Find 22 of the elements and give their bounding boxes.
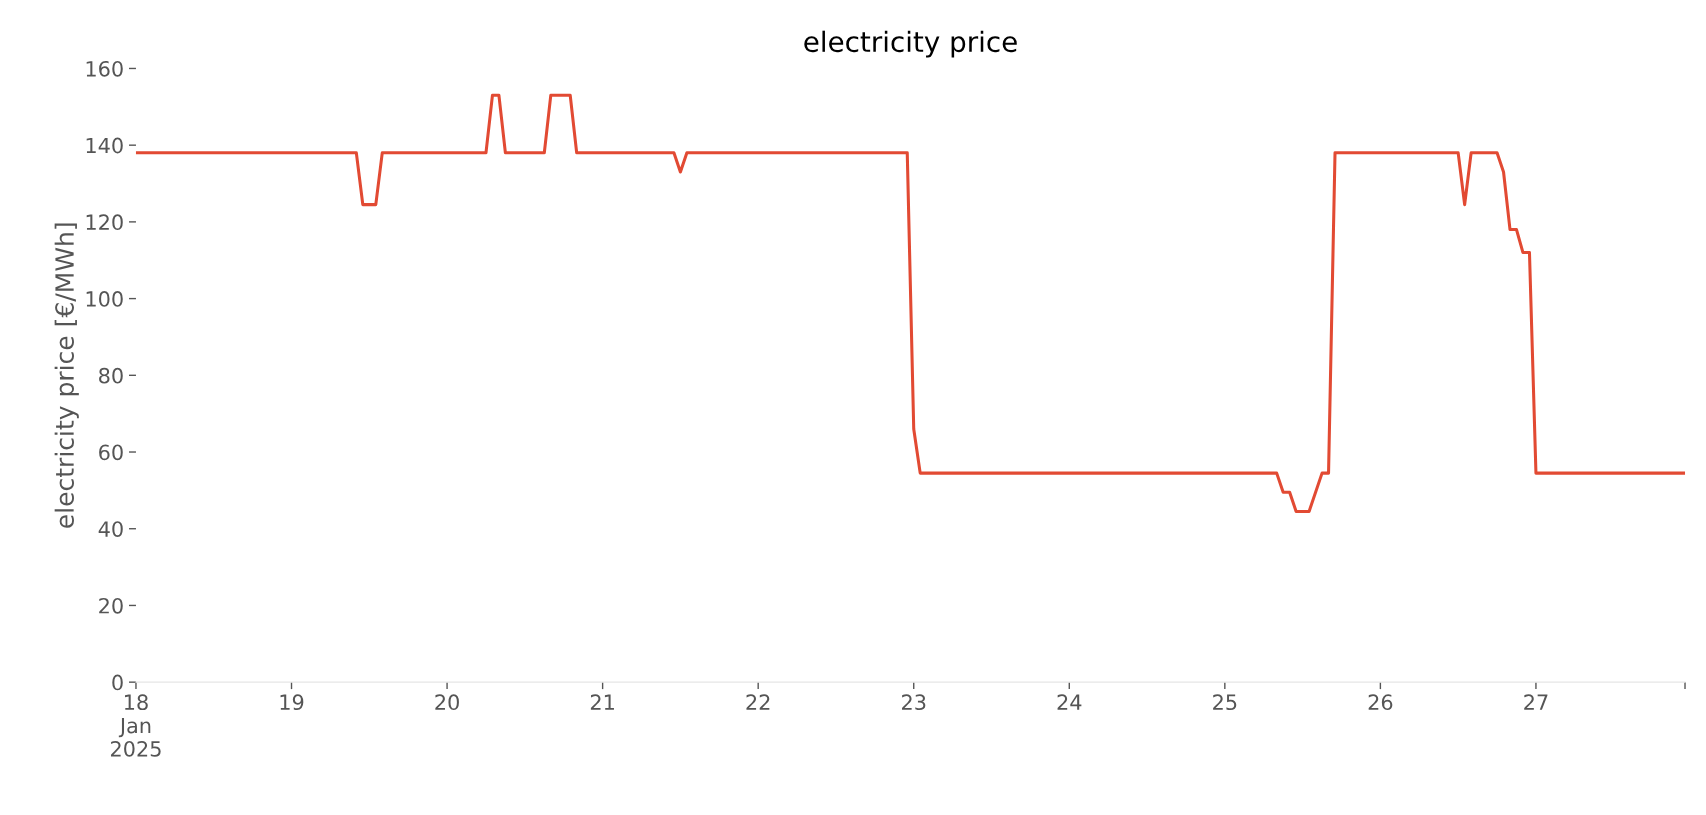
y-tick-label: 60 bbox=[99, 444, 123, 461]
y-tick-label: 80 bbox=[99, 367, 123, 384]
y-tick-label: 160 bbox=[86, 60, 123, 77]
x-tick-label: 27 bbox=[1524, 694, 1548, 710]
y-tick-label: 140 bbox=[86, 137, 123, 154]
x-tick-label: 26 bbox=[1368, 694, 1393, 711]
y-tick-label: 40 bbox=[98, 521, 123, 537]
line-series bbox=[135, 93, 1686, 513]
x-tick-label: 19 bbox=[280, 694, 304, 711]
x-tick-label: 18 Jan 2025 bbox=[110, 694, 161, 757]
x-tick-label: 24 bbox=[1057, 694, 1082, 710]
y-tick-label: 120 bbox=[86, 214, 123, 231]
y-tick-label: 100 bbox=[86, 291, 123, 307]
chart-title: electricity price bbox=[804, 30, 1017, 58]
y-tick-label: 0 bbox=[112, 674, 123, 691]
x-tick-label: 20 bbox=[435, 694, 459, 711]
x-tick-label: 23 bbox=[902, 694, 926, 711]
x-tick-label: 25 bbox=[1213, 694, 1237, 711]
x-tick-label: 21 bbox=[590, 694, 614, 710]
y-tick-label: 20 bbox=[99, 597, 123, 614]
x-tick-label: 22 bbox=[746, 694, 770, 710]
y-axis-title: electricity price [€/MWh] bbox=[54, 223, 79, 528]
